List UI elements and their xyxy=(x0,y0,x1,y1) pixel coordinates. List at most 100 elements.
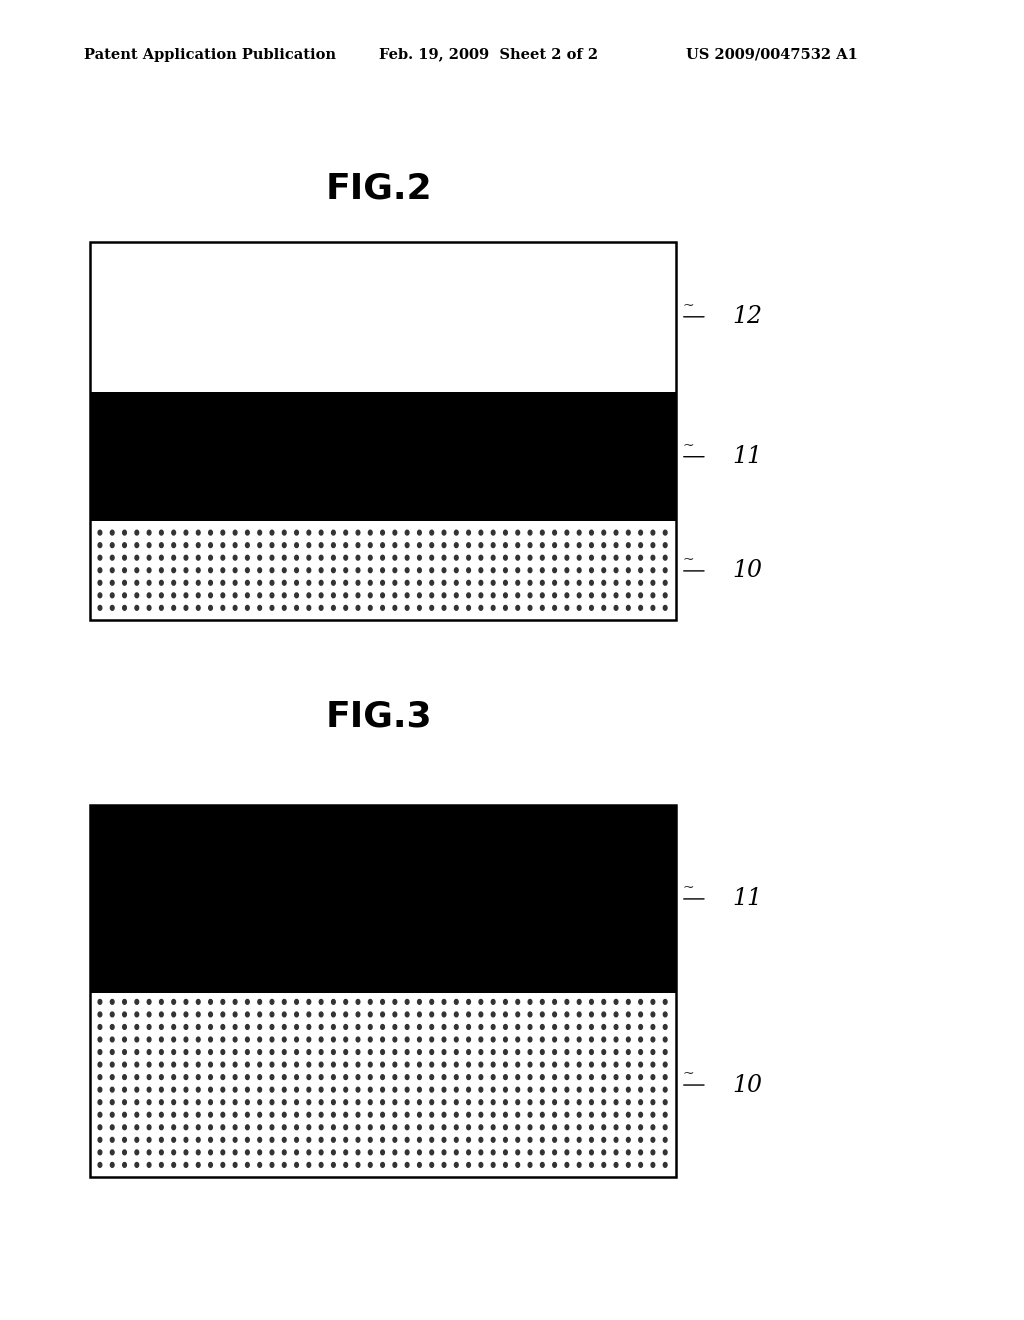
Circle shape xyxy=(111,1049,114,1055)
Circle shape xyxy=(504,1088,507,1092)
Circle shape xyxy=(455,1125,458,1130)
Circle shape xyxy=(393,556,396,560)
Circle shape xyxy=(651,999,654,1005)
Circle shape xyxy=(590,568,593,573)
Circle shape xyxy=(430,1088,433,1092)
Circle shape xyxy=(184,1074,187,1080)
Circle shape xyxy=(221,581,224,585)
Circle shape xyxy=(295,568,298,573)
Circle shape xyxy=(283,1138,286,1142)
Circle shape xyxy=(442,1125,445,1130)
Circle shape xyxy=(442,543,445,548)
Circle shape xyxy=(270,1012,273,1016)
Circle shape xyxy=(541,593,544,598)
Circle shape xyxy=(233,1138,237,1142)
Circle shape xyxy=(319,1163,323,1167)
Circle shape xyxy=(479,581,482,585)
Circle shape xyxy=(98,1125,101,1130)
Circle shape xyxy=(528,556,531,560)
Circle shape xyxy=(504,1074,507,1080)
Circle shape xyxy=(283,999,286,1005)
Text: Patent Application Publication: Patent Application Publication xyxy=(84,48,336,62)
Circle shape xyxy=(664,531,667,535)
Circle shape xyxy=(307,556,310,560)
Circle shape xyxy=(258,1012,261,1016)
Circle shape xyxy=(221,593,224,598)
Text: 11: 11 xyxy=(732,445,762,469)
Circle shape xyxy=(111,1113,114,1117)
Circle shape xyxy=(442,1113,445,1117)
Circle shape xyxy=(590,1038,593,1041)
Circle shape xyxy=(651,1074,654,1080)
Circle shape xyxy=(111,1138,114,1142)
Circle shape xyxy=(147,1113,151,1117)
Circle shape xyxy=(160,999,163,1005)
Text: Feb. 19, 2009  Sheet 2 of 2: Feb. 19, 2009 Sheet 2 of 2 xyxy=(379,48,598,62)
Circle shape xyxy=(553,1024,556,1030)
Circle shape xyxy=(197,1138,200,1142)
Circle shape xyxy=(590,999,593,1005)
Circle shape xyxy=(430,531,433,535)
Circle shape xyxy=(590,1113,593,1117)
Circle shape xyxy=(332,1074,335,1080)
Circle shape xyxy=(528,1012,531,1016)
Circle shape xyxy=(135,543,138,548)
Circle shape xyxy=(209,1113,212,1117)
Circle shape xyxy=(565,1038,568,1041)
Circle shape xyxy=(197,1012,200,1016)
Circle shape xyxy=(393,999,396,1005)
Circle shape xyxy=(406,1012,409,1016)
Circle shape xyxy=(123,1113,126,1117)
Circle shape xyxy=(664,1012,667,1016)
Circle shape xyxy=(307,999,310,1005)
Circle shape xyxy=(651,568,654,573)
Circle shape xyxy=(332,556,335,560)
Circle shape xyxy=(406,581,409,585)
Circle shape xyxy=(664,581,667,585)
Circle shape xyxy=(418,1113,421,1117)
Circle shape xyxy=(553,1150,556,1155)
Circle shape xyxy=(467,1063,470,1067)
Circle shape xyxy=(344,1074,347,1080)
Circle shape xyxy=(553,1125,556,1130)
Circle shape xyxy=(406,1074,409,1080)
Circle shape xyxy=(283,593,286,598)
Circle shape xyxy=(344,1012,347,1016)
Circle shape xyxy=(209,1088,212,1092)
Circle shape xyxy=(418,531,421,535)
Circle shape xyxy=(418,1012,421,1016)
Circle shape xyxy=(344,581,347,585)
Circle shape xyxy=(455,606,458,610)
Circle shape xyxy=(565,606,568,610)
Circle shape xyxy=(246,1150,249,1155)
Circle shape xyxy=(344,568,347,573)
Circle shape xyxy=(430,606,433,610)
Circle shape xyxy=(147,1012,151,1016)
Circle shape xyxy=(565,999,568,1005)
Circle shape xyxy=(418,1024,421,1030)
Circle shape xyxy=(664,1024,667,1030)
Circle shape xyxy=(319,531,323,535)
Circle shape xyxy=(516,999,519,1005)
Circle shape xyxy=(246,1074,249,1080)
Circle shape xyxy=(135,999,138,1005)
Circle shape xyxy=(356,1150,359,1155)
Circle shape xyxy=(283,1100,286,1105)
Circle shape xyxy=(393,1125,396,1130)
Circle shape xyxy=(492,1088,495,1092)
Circle shape xyxy=(442,1138,445,1142)
Circle shape xyxy=(467,1088,470,1092)
Circle shape xyxy=(283,1125,286,1130)
Circle shape xyxy=(172,1138,175,1142)
Circle shape xyxy=(430,581,433,585)
Circle shape xyxy=(147,606,151,610)
Circle shape xyxy=(332,1012,335,1016)
Circle shape xyxy=(319,593,323,598)
Circle shape xyxy=(430,1063,433,1067)
Circle shape xyxy=(135,1049,138,1055)
Circle shape xyxy=(553,999,556,1005)
Circle shape xyxy=(319,1038,323,1041)
Circle shape xyxy=(319,543,323,548)
Bar xyxy=(90,392,676,521)
Circle shape xyxy=(406,568,409,573)
